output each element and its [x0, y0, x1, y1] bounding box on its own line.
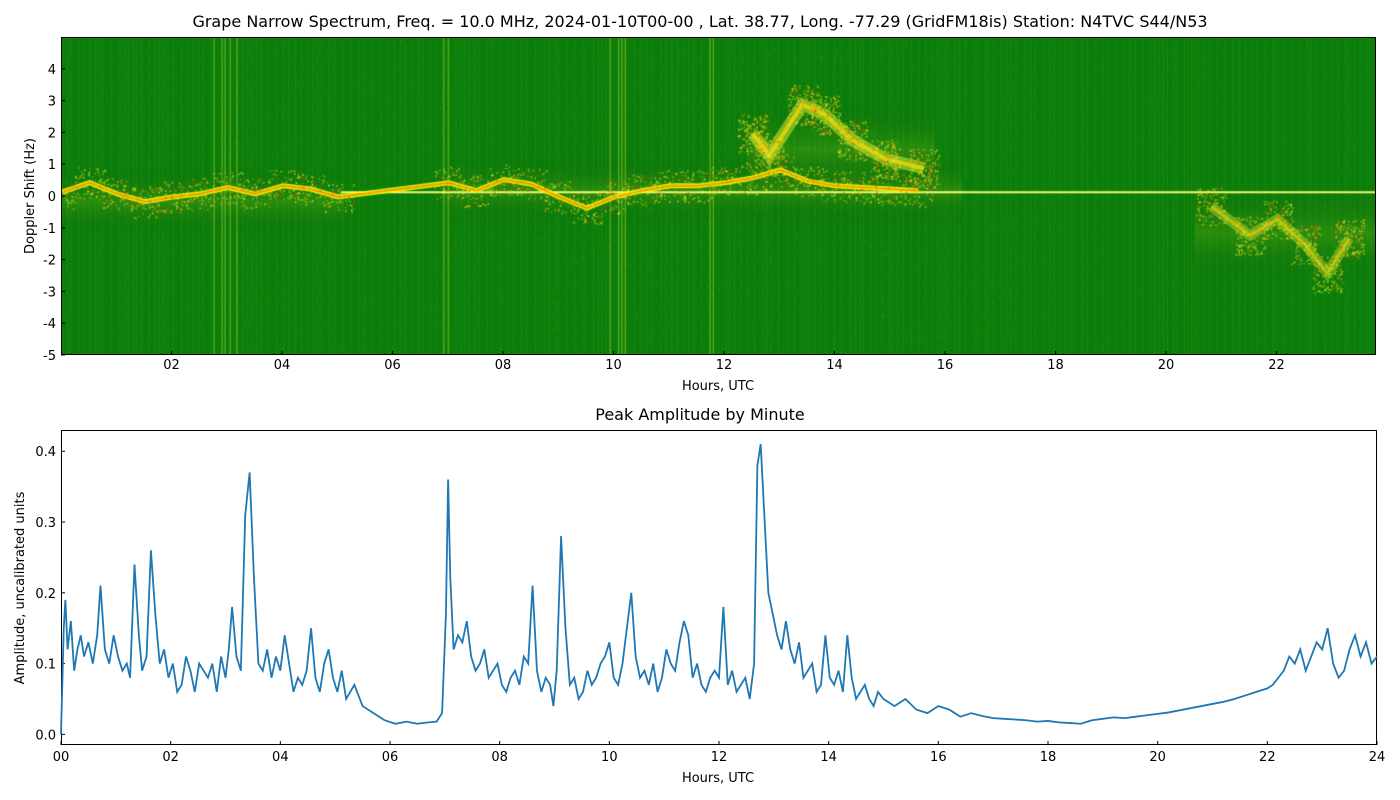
spectrum-x-tick-label: 06 — [384, 358, 401, 373]
spectrum-x-tick-label: 22 — [1268, 358, 1285, 373]
spectrum-y-tick-label: 2 — [48, 126, 56, 141]
amplitude-y-tick-label: 0.3 — [35, 516, 56, 531]
amplitude-x-tick-label: 00 — [53, 750, 70, 765]
spectrum-x-tick-label: 08 — [495, 358, 512, 373]
spectrum-y-tick-label: -3 — [43, 285, 56, 300]
spectrum-y-tick-label: -4 — [43, 317, 56, 332]
amplitude-x-tick-label: 18 — [1040, 750, 1057, 765]
amplitude-y-label: Amplitude, uncalibrated units — [13, 491, 28, 684]
amplitude-x-tick-label: 14 — [820, 750, 837, 765]
amplitude-plot-area — [61, 430, 1377, 745]
spectrum-heatmap — [62, 38, 1375, 354]
amplitude-x-tick-label: 06 — [382, 750, 399, 765]
amplitude-x-tick-label: 04 — [272, 750, 289, 765]
amplitude-y-tick-label: 0.2 — [35, 587, 56, 602]
amplitude-x-tick-label: 12 — [711, 750, 728, 765]
amplitude-x-tick-label: 02 — [162, 750, 179, 765]
spectrum-y-tick-label: 3 — [48, 95, 56, 110]
spectrum-x-tick-label: 10 — [605, 358, 622, 373]
amplitude-x-tick-label: 20 — [1149, 750, 1166, 765]
spectrum-x-tick-label: 12 — [716, 358, 733, 373]
spectrum-x-tick-label: 20 — [1158, 358, 1175, 373]
spectrum-y-label: Doppler Shift (Hz) — [23, 138, 38, 254]
spectrum-x-label: Hours, UTC — [682, 379, 754, 394]
amplitude-x-label: Hours, UTC — [682, 771, 754, 786]
amplitude-x-tick-label: 10 — [601, 750, 618, 765]
spectrum-y-tick-label: -1 — [43, 222, 56, 237]
spectrum-x-tick-label: 14 — [826, 358, 843, 373]
spectrum-y-tick-label: 4 — [48, 63, 56, 78]
spectrum-plot-area — [61, 37, 1376, 355]
spectrum-title: Grape Narrow Spectrum, Freq. = 10.0 MHz,… — [192, 12, 1208, 31]
spectrum-x-tick-label: 04 — [274, 358, 291, 373]
spectrum-x-tick-label: 16 — [937, 358, 954, 373]
amplitude-y-tick-label: 0.0 — [35, 728, 56, 743]
spectrum-x-tick-label: 18 — [1047, 358, 1064, 373]
amplitude-x-tick-label: 22 — [1259, 750, 1276, 765]
spectrum-y-tick-label: -5 — [43, 349, 56, 364]
spectrum-y-tick-label: 1 — [48, 158, 56, 173]
spectrum-y-tick-label: 0 — [48, 190, 56, 205]
amplitude-x-tick-label: 08 — [491, 750, 508, 765]
amplitude-x-tick-label: 24 — [1369, 750, 1386, 765]
amplitude-x-tick-label: 16 — [930, 750, 947, 765]
amplitude-title: Peak Amplitude by Minute — [595, 405, 805, 424]
amplitude-y-tick-label: 0.1 — [35, 658, 56, 673]
amplitude-y-tick-label: 0.4 — [35, 445, 56, 460]
spectrum-y-tick-label: -2 — [43, 254, 56, 269]
spectrum-x-tick-label: 02 — [163, 358, 180, 373]
